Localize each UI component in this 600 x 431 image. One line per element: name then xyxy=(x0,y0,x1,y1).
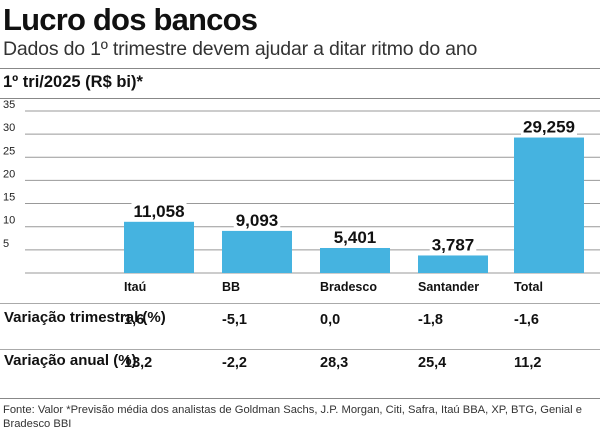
category-label: Total xyxy=(514,280,543,294)
table-cell: -2,2 xyxy=(222,355,247,371)
table-cell: -1,8 xyxy=(418,312,443,328)
y-tick-label: 20 xyxy=(3,168,15,180)
table-cell: 1,6 xyxy=(124,312,145,328)
table-cell: -5,1 xyxy=(222,312,247,328)
data-labels: 11,058 Itaú 9,093 BB 5,401 Bradesco 3,787 Santa… xyxy=(124,117,577,294)
bar-chart: 5 10 15 20 25 30 35 11,058 Itaú 9,093 BB 5,401 Brad… xyxy=(3,100,600,294)
y-tick-label: 10 xyxy=(3,215,15,227)
footer-divider xyxy=(0,398,600,399)
chart-subtitle: Dados do 1º trimestre devem ajudar a dit… xyxy=(3,38,478,60)
y-tick-label: 25 xyxy=(3,145,15,157)
value-label-background xyxy=(233,210,281,230)
table-cell: 25,4 xyxy=(418,355,447,371)
y-tick-label: 35 xyxy=(3,100,15,111)
bar-itau xyxy=(124,221,194,273)
table-cell: 0,0 xyxy=(320,312,341,328)
value-label-background xyxy=(429,235,477,255)
category-label: Itaú xyxy=(124,280,146,294)
bar-value-label: 29,259 xyxy=(523,118,575,137)
table-divider-middle xyxy=(0,349,600,350)
chart-title: Lucro dos bancos xyxy=(3,2,258,37)
bar-value-label: 9,093 xyxy=(236,211,279,230)
category-label: BB xyxy=(222,280,240,294)
chart-divider xyxy=(0,98,600,99)
table-divider-top xyxy=(0,303,600,304)
unit-label: 1º tri/2025 (R$ bi)* xyxy=(3,73,143,91)
bar-bb xyxy=(222,230,292,273)
bar-value-label: 5,401 xyxy=(334,228,377,247)
y-tick-label: 15 xyxy=(3,192,15,204)
y-tick-label: 30 xyxy=(3,122,15,134)
table-cell: 11,2 xyxy=(514,355,542,371)
row-label-variacao-anual: Variação anual (%) xyxy=(4,352,137,369)
bars xyxy=(124,137,584,273)
category-label: Santander xyxy=(418,280,479,294)
bar-total xyxy=(514,137,584,273)
y-tick-label: 5 xyxy=(3,238,9,250)
bar-value-label: 11,058 xyxy=(133,202,184,221)
top-divider xyxy=(0,68,600,69)
value-label-background xyxy=(521,117,577,137)
table-cell: 28,3 xyxy=(320,355,349,371)
source-footnote: Fonte: Valor *Previsão média dos analist… xyxy=(3,404,582,430)
value-label-background xyxy=(331,227,379,247)
table-cell: -1,6 xyxy=(514,312,539,328)
bar-santander xyxy=(418,255,488,273)
bar-value-label: 3,787 xyxy=(432,235,475,254)
gridlines: 5 10 15 20 25 30 35 xyxy=(3,100,600,274)
table-cell: 13,2 xyxy=(124,355,153,371)
row-label-variacao-trimestral: Variação trimestral (%) xyxy=(4,309,166,326)
bar-bradesco xyxy=(320,247,390,273)
value-label-background xyxy=(131,201,187,221)
category-label: Bradesco xyxy=(320,280,377,294)
